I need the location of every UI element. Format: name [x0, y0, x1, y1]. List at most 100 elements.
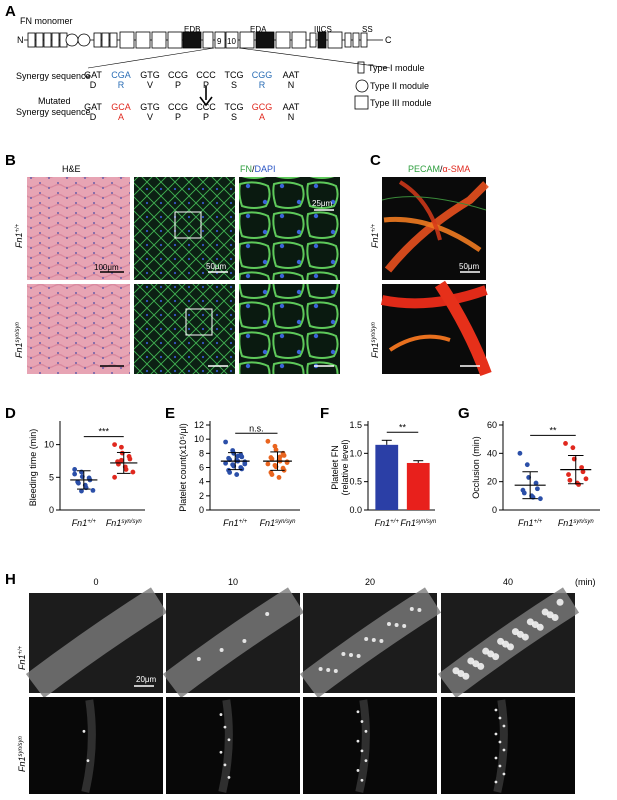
platelet-spot	[502, 724, 506, 728]
type-ii-module	[65, 33, 79, 47]
x-label-1: Fn1syn/syn	[260, 518, 297, 528]
edb-label: EDB	[184, 25, 200, 34]
zoom-box-syn	[185, 308, 213, 336]
platelet-spot	[223, 725, 227, 729]
fn-module	[151, 31, 167, 49]
y-tick-label: 8	[199, 448, 204, 458]
data-point	[265, 461, 271, 467]
y-tick-label: 60	[487, 420, 497, 430]
fn-word: FN	[240, 164, 252, 174]
data-point	[119, 457, 124, 463]
timepoint-label-2: 20	[365, 577, 375, 587]
platelet-spot	[219, 750, 223, 754]
platelet-spot	[223, 763, 227, 767]
panel_e-letter: E	[165, 405, 175, 422]
data-point	[119, 444, 124, 450]
significance-label: **	[399, 422, 407, 432]
fn-dapi-title: FN/DAPI	[240, 164, 276, 174]
c-terminus-label: C	[385, 35, 392, 45]
vessel-syn-3	[493, 699, 508, 793]
y-tick-label: 0	[492, 505, 497, 515]
y-tick-label: 10	[44, 440, 54, 450]
panel_g-letter: G	[458, 405, 470, 422]
synergy-sequence-label: Synergy sequence	[16, 71, 91, 81]
data-point	[524, 462, 530, 468]
platelet-spot	[227, 776, 231, 779]
iiics-label: IIICS	[314, 25, 332, 34]
intravital-scalebar: 20μm	[136, 675, 157, 684]
y-tick-label: 40	[487, 448, 497, 458]
thrombus-spot	[196, 657, 201, 661]
codon-1-6: GCG	[252, 102, 273, 112]
type-ii-swatch	[355, 79, 369, 93]
ss-label: SS	[362, 25, 373, 34]
y-tick-label: 10	[194, 434, 204, 444]
timepoint-label-0: 0	[93, 577, 98, 587]
thrombus-spot	[417, 608, 422, 612]
y-tick-label: 5	[49, 472, 54, 482]
platelet-spot	[498, 740, 502, 744]
data-point	[269, 456, 275, 462]
vessel-wt-0	[25, 587, 168, 698]
fn-module	[35, 32, 44, 48]
legend-type-ii: Type II module	[370, 81, 429, 91]
data-point	[239, 466, 245, 472]
fn-module	[352, 32, 360, 48]
data-point	[79, 488, 84, 494]
data-point	[576, 482, 582, 487]
x-label-1: Fn1syn/syn	[106, 518, 143, 528]
thrombus-spot	[387, 622, 391, 626]
platelet-spot	[82, 729, 86, 733]
platelet-spot	[360, 720, 364, 723]
panel_e-chart: E 0 2 4 6 8 10 12 Platelet count(x10⁵/μl) Fn1+/+ F…	[165, 405, 300, 528]
aa-1-5: S	[231, 112, 237, 122]
data-point	[235, 453, 241, 459]
thrombus-spot	[556, 598, 564, 606]
module-9-label: 9	[217, 37, 222, 46]
data-point	[242, 461, 248, 467]
codon-0-1: CGA	[111, 70, 131, 80]
aa-1-6: A	[259, 112, 265, 122]
data-point	[130, 469, 136, 475]
zoom-box-wt	[174, 211, 202, 239]
codon-0-4: CCC	[196, 70, 216, 80]
y-tick-label: 0	[49, 505, 54, 515]
fn-module	[27, 32, 36, 48]
thrombus-spot	[265, 612, 270, 616]
data-point	[112, 474, 117, 480]
vessel-syn-0	[81, 699, 96, 793]
eda-label: EDA	[250, 25, 267, 34]
thrombus-spot	[219, 648, 224, 652]
fn-zoom-image-syn	[239, 284, 340, 374]
fn-module	[317, 31, 327, 49]
pecam-sma-title: PECAM/α-SMA	[408, 164, 470, 174]
mutated-label-2: Synergy sequence	[16, 107, 91, 117]
aa-1-2: V	[147, 112, 153, 122]
thrombus-spot	[356, 654, 361, 658]
platelet-spot	[360, 778, 364, 782]
data-point	[277, 454, 283, 460]
aa-0-2: V	[147, 80, 153, 90]
data-point	[579, 465, 585, 470]
platelet-spot	[494, 732, 498, 736]
aa-1-3: P	[175, 112, 181, 122]
aa-1-7: N	[288, 112, 295, 122]
data-point	[537, 496, 543, 502]
y-tick-label: 0.5	[349, 477, 362, 487]
data-point	[284, 459, 290, 465]
he-scalebar: 100μm	[94, 263, 119, 272]
platelet-spot	[364, 759, 368, 763]
platelet-spot	[494, 708, 498, 712]
fn-scalebar: 50μm	[206, 262, 227, 271]
data-point	[521, 490, 527, 496]
codon-0-6: CGG	[252, 70, 273, 80]
legend-type-iii: Type III module	[370, 98, 432, 108]
significance-label: n.s.	[249, 423, 264, 433]
platelet-spot	[502, 772, 506, 776]
data-point	[123, 467, 129, 472]
platelet-spot	[86, 759, 90, 763]
fn-module	[51, 32, 60, 48]
panel_f-letter: F	[320, 405, 329, 422]
fn-module	[93, 32, 102, 48]
panel_f-chart: F 0.0 0.5 1.0 1.5 Platelet FN (relative level)…	[320, 405, 437, 528]
